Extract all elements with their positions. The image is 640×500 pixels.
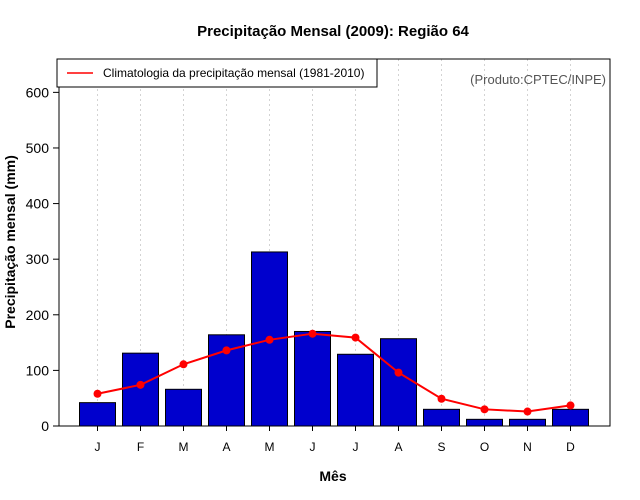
bar-5 — [294, 330, 331, 427]
chart-legend: Climatologia da precipitação mensal (198… — [56, 58, 378, 88]
climatology-point-7 — [394, 368, 403, 377]
x-tick-label: J — [310, 440, 316, 454]
x-tick-label: D — [566, 440, 575, 454]
legend-entry-climatology: Climatologia da precipitação mensal (198… — [103, 66, 364, 80]
y-tick-label: 100 — [26, 362, 50, 378]
climatology-point-4 — [265, 335, 274, 344]
x-axis-label: Mês — [319, 468, 346, 484]
bar-2 — [165, 388, 202, 427]
x-tick-label: A — [222, 440, 230, 454]
x-tick-label: M — [179, 440, 189, 454]
climatology-point-11 — [566, 401, 575, 410]
bar-8 — [423, 408, 460, 427]
x-tick-label: A — [394, 440, 402, 454]
climatology-point-10 — [523, 407, 532, 416]
climatology-point-6 — [351, 333, 360, 342]
climatology-point-0 — [93, 389, 102, 398]
y-tick-label: 500 — [26, 140, 50, 156]
climatology-series — [93, 329, 575, 416]
bar-0 — [79, 402, 116, 427]
bar-series — [79, 251, 589, 427]
y-tick-label: 300 — [26, 251, 50, 267]
x-tick-label: S — [437, 440, 445, 454]
y-tick-label: 600 — [26, 84, 50, 100]
climatology-point-3 — [222, 346, 231, 355]
bar-10 — [509, 418, 546, 427]
y-tick-label: 200 — [26, 307, 50, 323]
bar-11 — [552, 408, 589, 427]
y-axis-label: Precipitação mensal (mm) — [2, 155, 18, 329]
x-tick-label: J — [353, 440, 359, 454]
y-tick-label: 400 — [26, 196, 50, 212]
x-tick-label: N — [523, 440, 532, 454]
bar-9 — [466, 418, 503, 427]
x-tick-label: F — [137, 440, 144, 454]
bar-7 — [380, 338, 417, 427]
x-tick-label: O — [480, 440, 489, 454]
climatology-point-2 — [179, 360, 188, 369]
y-tick-label: 0 — [41, 418, 49, 434]
climatology-point-9 — [480, 405, 489, 414]
climatology-point-1 — [136, 380, 145, 389]
x-tick-label: J — [95, 440, 101, 454]
climatology-point-8 — [437, 394, 446, 403]
bar-6 — [337, 353, 374, 427]
bar-1 — [122, 352, 159, 427]
credit-annotation: (Produto:CPTEC/INPE) — [470, 72, 606, 87]
y-axis: 0 100 200 300 400 500 600 — [26, 84, 59, 434]
chart-title: Precipitação Mensal (2009): Região 64 — [197, 23, 469, 40]
legend-box — [56, 58, 378, 88]
climatology-point-5 — [308, 329, 317, 338]
x-tick-label: M — [265, 440, 275, 454]
climatology-line — [97, 332, 571, 413]
